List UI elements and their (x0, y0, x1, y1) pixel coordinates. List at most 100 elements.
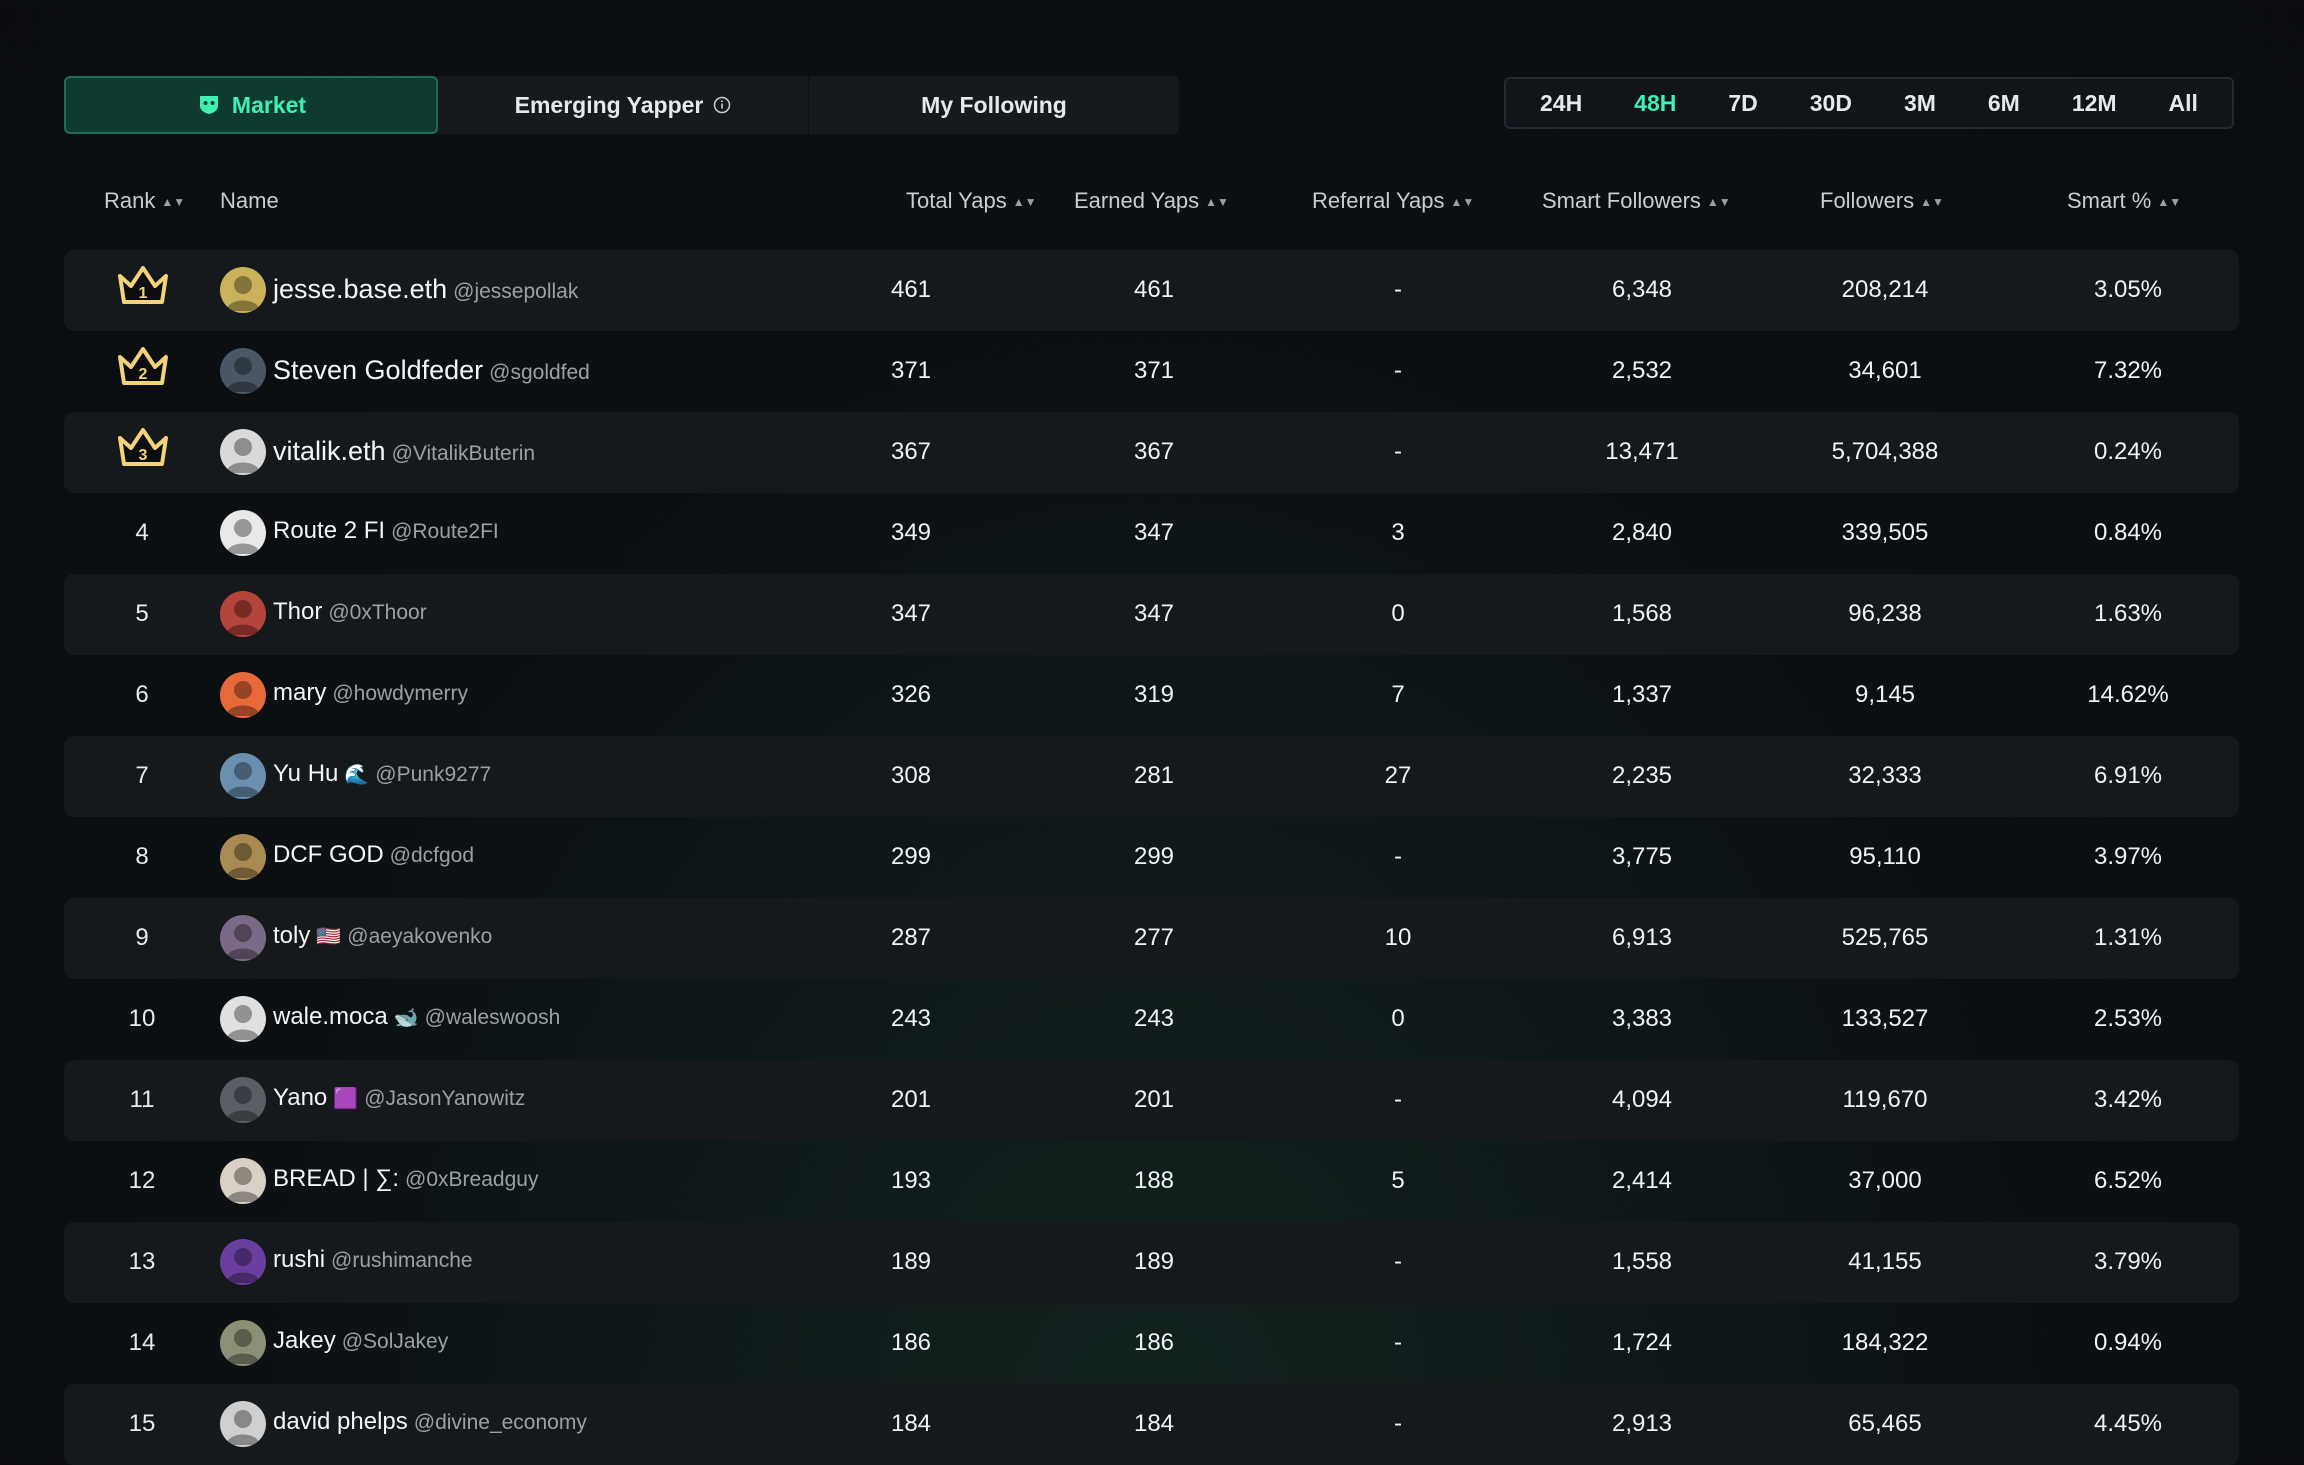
user-handle: @Punk9277 (375, 763, 492, 786)
smart-followers-value: 1,724 (1611, 1329, 1673, 1356)
rank-value: 4 (135, 519, 149, 546)
column-header-name: Name (220, 188, 279, 213)
market-icon (196, 93, 222, 117)
column-header-smart-pct[interactable]: Smart % ▲▼ (2067, 188, 2181, 214)
user-name-cell[interactable]: david phelps @divine_economy (273, 1408, 587, 1436)
time-filter-30d[interactable]: 30D (1809, 89, 1852, 116)
smart-followers-value: 2,840 (1611, 519, 1673, 546)
sort-icon: ▲▼ (2157, 195, 2182, 209)
user-name-cell[interactable]: Yu Hu 🌊 @Punk9277 (273, 760, 491, 788)
avatar[interactable] (220, 1158, 266, 1204)
avatar[interactable] (220, 1401, 266, 1447)
tab-market[interactable]: Market (64, 76, 438, 134)
column-header-referral-yaps-label: Referral Yaps (1312, 188, 1445, 213)
table-row[interactable]: 1 jesse.base.eth @jessepollak 461 461 - 6,348… (64, 250, 2239, 331)
time-filter-6m[interactable]: 6M (1987, 89, 2020, 116)
name-emoji: 🇺🇸 (316, 926, 342, 948)
table-row[interactable]: 7 Yu Hu 🌊 @Punk9277 308 281 27 2,235 32,333 6.91… (64, 736, 2239, 817)
time-filter-7d[interactable]: 7D (1728, 89, 1758, 116)
smart-pct-value: 3.42% (2093, 1086, 2163, 1113)
column-header-followers[interactable]: Followers ▲▼ (1820, 188, 1944, 214)
table-row[interactable]: 9 toly 🇺🇸 @aeyakovenko 287 277 10 6,913 525,765… (64, 898, 2239, 979)
table-row[interactable]: 6 mary @howdymerry 326 319 7 1,337 9,145 14.62% (64, 655, 2239, 736)
time-filter-all[interactable]: All (2168, 89, 2198, 116)
followers-value: 34,601 (1848, 357, 1922, 384)
avatar[interactable] (220, 1320, 266, 1366)
column-header-total-yaps[interactable]: Total Yaps ▲▼ (906, 188, 1036, 214)
user-name-cell[interactable]: wale.moca 🐋 @waleswoosh (273, 1003, 560, 1031)
table-row[interactable]: 10 wale.moca 🐋 @waleswoosh 243 243 0 3,383 133,… (64, 979, 2239, 1060)
column-header-smart-followers-label: Smart Followers (1542, 188, 1701, 213)
display-name: wale.moca (273, 1003, 388, 1030)
rank-value: 8 (135, 843, 149, 870)
column-header-earned-yaps[interactable]: Earned Yaps ▲▼ (1074, 188, 1229, 214)
avatar[interactable] (220, 1077, 266, 1123)
smart-followers-value: 2,913 (1611, 1410, 1673, 1437)
user-name-cell[interactable]: jesse.base.eth @jessepollak (273, 274, 578, 305)
avatar[interactable] (220, 267, 266, 313)
avatar[interactable] (220, 753, 266, 799)
sort-icon: ▲▼ (1450, 195, 1475, 209)
user-name-cell[interactable]: mary @howdymerry (273, 679, 468, 707)
referral-value: 10 (1384, 924, 1412, 951)
time-filter-3m[interactable]: 3M (1903, 89, 1936, 116)
table-row[interactable]: 15 david phelps @divine_economy 184 184 - 2,9… (64, 1384, 2239, 1465)
followers-value: 9,145 (1854, 681, 1916, 708)
earned-value: 461 (1133, 276, 1175, 303)
referral-value: - (1394, 1086, 1402, 1113)
table-row[interactable]: 3 vitalik.eth @VitalikButerin 367 367 - 13,47… (64, 412, 2239, 493)
total-value: 189 (890, 1248, 932, 1275)
tab-market-label: Market (231, 91, 307, 118)
sort-icon: ▲▼ (1920, 195, 1944, 209)
avatar[interactable] (220, 429, 266, 475)
user-name-cell[interactable]: DCF GOD @dcfgod (273, 841, 474, 869)
avatar[interactable] (220, 996, 266, 1042)
user-name-cell[interactable]: Route 2 FI @Route2FI (273, 517, 499, 545)
user-name-cell[interactable]: Jakey @SolJakey (273, 1327, 448, 1355)
followers-value: 525,765 (1841, 924, 1929, 951)
avatar[interactable] (220, 348, 266, 394)
table-row[interactable]: 5 Thor @0xThoor 347 347 0 1,568 96,238 1.63% (64, 574, 2239, 655)
table-row[interactable]: 14 Jakey @SolJakey 186 186 - 1,724 184,322 0.94… (64, 1303, 2239, 1384)
user-name-cell[interactable]: vitalik.eth @VitalikButerin (273, 436, 535, 467)
table-row[interactable]: 2 Steven Goldfeder @sgoldfed 371 371 - 2,532 3… (64, 331, 2239, 412)
avatar[interactable] (220, 591, 266, 637)
tab-my-following[interactable]: My Following (809, 76, 1179, 134)
column-header-rank-label: Rank (104, 188, 156, 213)
user-handle: @waleswoosh (424, 1006, 561, 1029)
referral-value: - (1394, 357, 1402, 384)
user-name-cell[interactable]: toly 🇺🇸 @aeyakovenko (273, 922, 492, 950)
avatar[interactable] (220, 672, 266, 718)
smart-followers-value: 1,337 (1611, 681, 1673, 708)
avatar[interactable] (220, 1239, 266, 1285)
info-icon[interactable] (713, 96, 731, 114)
total-value: 287 (890, 924, 932, 951)
table-row[interactable]: 12 BREAD | ∑: @0xBreadguy 193 188 5 2,414 37,0… (64, 1141, 2239, 1222)
table-row[interactable]: 13 rushi @rushimanche 189 189 - 1,558 41,155 3.… (64, 1222, 2239, 1303)
followers-value: 119,670 (1842, 1086, 1928, 1113)
referral-value: 7 (1391, 681, 1405, 708)
time-filter-24h[interactable]: 24H (1539, 89, 1583, 116)
column-header-rank[interactable]: Rank ▲▼ (104, 188, 185, 214)
name-emoji: 🌊 (344, 764, 370, 786)
avatar[interactable] (220, 915, 266, 961)
tab-emerging-yapper[interactable]: Emerging Yapper (438, 76, 809, 134)
display-name: Jakey (273, 1327, 336, 1354)
table-row[interactable]: 8 DCF GOD @dcfgod 299 299 - 3,775 95,110 3.97% (64, 817, 2239, 898)
column-header-smart-followers[interactable]: Smart Followers ▲▼ (1542, 188, 1731, 214)
user-handle: @jessepollak (453, 280, 579, 303)
avatar[interactable] (220, 510, 266, 556)
rank-value: 6 (135, 681, 149, 708)
avatar[interactable] (220, 834, 266, 880)
time-filter-12m[interactable]: 12M (2071, 89, 2117, 116)
user-name-cell[interactable]: rushi @rushimanche (273, 1246, 473, 1274)
user-name-cell[interactable]: Yano 🟪 @JasonYanowitz (273, 1084, 525, 1112)
column-header-total-yaps-label: Total Yaps (906, 188, 1007, 213)
column-header-referral-yaps[interactable]: Referral Yaps ▲▼ (1312, 188, 1474, 214)
user-name-cell[interactable]: Steven Goldfeder @sgoldfed (273, 355, 590, 386)
table-row[interactable]: 11 Yano 🟪 @JasonYanowitz 201 201 - 4,094 119,67… (64, 1060, 2239, 1141)
table-row[interactable]: 4 Route 2 FI @Route2FI 349 347 3 2,840 339,505… (64, 493, 2239, 574)
user-name-cell[interactable]: BREAD | ∑: @0xBreadguy (273, 1165, 538, 1193)
time-filter-48h[interactable]: 48H (1634, 89, 1677, 116)
user-name-cell[interactable]: Thor @0xThoor (273, 598, 427, 626)
